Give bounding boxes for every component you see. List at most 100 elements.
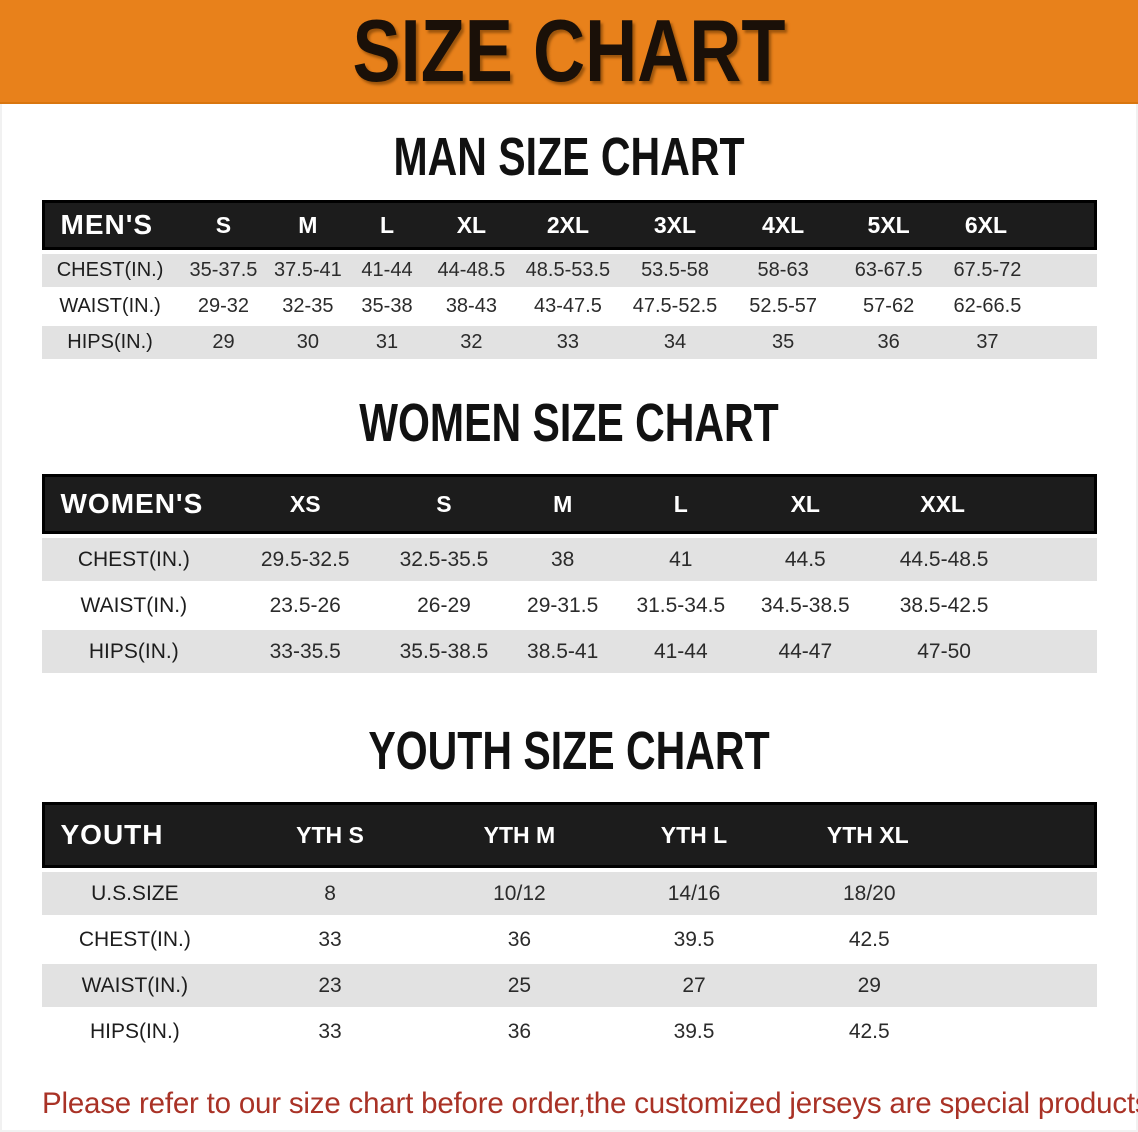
size-value: 41 [621,534,740,584]
size-column-header: 2XL [516,200,620,250]
size-table-row: HIPS(IN.) 33-35.5 35.5-38.5 38.5-41 41-44 44-… [41,630,1097,676]
size-column-header: XL [426,200,517,250]
size-value: 67.5-72 [941,250,1097,290]
size-value: 23.5-26 [226,584,385,630]
row-label: HIPS(IN.) [41,1010,229,1056]
banner-title: SIZE CHART [352,1,786,100]
size-column-header: YTH XL [781,802,1097,868]
size-value: 58-63 [730,250,836,290]
size-table-row: HIPS(IN.) 29 30 31 32 33 34 35 36 37 [41,326,1097,362]
size-value: 44.5-48.5 [870,534,1097,584]
size-value: 32-35 [268,290,348,326]
table-group-label: YOUTH [41,802,229,868]
size-value: 29-32 [178,290,269,326]
size-value: 36 [431,918,607,964]
size-value: 36 [835,326,942,362]
women-size-table: WOMEN'S XS S M L XL XXL CHEST(IN.) 29.5-32.5 32.… [41,474,1097,676]
youth-section-heading-text: YOUTH SIZE CHART [368,721,770,781]
size-value: 57-62 [835,290,942,326]
men-size-table: MEN'S S M L XL 2XL 3XL 4XL 5XL 6XL CHEST(IN.) 35-3… [41,200,1097,362]
size-value: 31.5-34.5 [621,584,740,630]
row-label: HIPS(IN.) [41,326,179,362]
size-value: 38-43 [426,290,517,326]
size-column-header: 4XL [730,200,836,250]
size-value: 37 [941,326,1097,362]
size-value: 31 [347,326,427,362]
size-column-header: 3XL [619,200,731,250]
size-value: 33 [228,918,432,964]
banner: SIZE CHART [0,0,1138,104]
row-label: CHEST(IN.) [41,250,179,290]
size-table-row: CHEST(IN.) 35-37.5 37.5-41 41-44 44-48.5 48.5… [41,250,1097,290]
size-value: 29 [178,326,269,362]
size-value: 18/20 [781,868,1097,918]
size-value: 44.5 [739,534,871,584]
men-section-heading: MAN SIZE CHART [0,130,1138,184]
size-value: 63-67.5 [835,250,942,290]
size-value: 34.5-38.5 [739,584,871,630]
size-value: 8 [228,868,432,918]
size-value: 47.5-52.5 [619,290,731,326]
size-value: 47-50 [870,630,1097,676]
footer-note-line2: we don't accept cancel, change, teturn o… [42,1126,1138,1132]
row-label: WAIST(IN.) [41,584,227,630]
size-table-row: CHEST(IN.) 29.5-32.5 32.5-35.5 38 41 44.5 44.5… [41,534,1097,584]
footer-note: Please refer to our size chart before or… [42,1082,1138,1132]
size-value: 26-29 [384,584,504,630]
size-value: 29.5-32.5 [226,534,385,584]
size-value: 53.5-58 [619,250,731,290]
size-value: 33 [228,1010,432,1056]
size-value: 41-44 [347,250,427,290]
youth-section-heading: YOUTH SIZE CHART [0,724,1138,778]
size-value: 36 [431,1010,607,1056]
men-table-header-row: MEN'S S M L XL 2XL 3XL 4XL 5XL 6XL [41,200,1097,250]
size-column-header: XS [226,474,385,534]
size-value: 35.5-38.5 [384,630,504,676]
row-label: CHEST(IN.) [41,534,227,584]
size-column-header: M [503,474,622,534]
size-value: 14/16 [606,868,782,918]
size-value: 35-38 [347,290,427,326]
size-value: 38.5-41 [503,630,622,676]
men-section-heading-text: MAN SIZE CHART [393,127,745,187]
size-value: 27 [606,964,782,1010]
size-value: 38 [503,534,622,584]
youth-size-table: YOUTH YTH S YTH M YTH L YTH XL U.S.SIZE 8 10/1… [41,802,1097,1056]
size-value: 44-48.5 [426,250,517,290]
size-value: 33 [516,326,620,362]
women-section-heading: WOMEN SIZE CHART [0,396,1138,450]
size-value: 33-35.5 [226,630,385,676]
size-value: 42.5 [781,918,1097,964]
size-column-header: M [268,200,348,250]
size-value: 44-47 [739,630,871,676]
size-value: 10/12 [431,868,607,918]
size-value: 29 [781,964,1097,1010]
footer-note-line1: Please refer to our size chart before or… [42,1087,1138,1120]
size-value: 37.5-41 [268,250,348,290]
size-value: 62-66.5 [941,290,1097,326]
table-group-label: WOMEN'S [41,474,227,534]
row-label: HIPS(IN.) [41,630,227,676]
size-column-header: L [347,200,427,250]
size-value: 38.5-42.5 [870,584,1097,630]
size-value: 52.5-57 [730,290,836,326]
row-label: WAIST(IN.) [41,290,179,326]
size-table-row: U.S.SIZE 8 10/12 14/16 18/20 [41,868,1097,918]
size-column-header: YTH M [431,802,607,868]
size-value: 39.5 [606,918,782,964]
size-value: 41-44 [621,630,740,676]
size-value: 35 [730,326,836,362]
size-table-row: HIPS(IN.) 33 36 39.5 42.5 [41,1010,1097,1056]
table-group-label: MEN'S [41,200,179,250]
size-column-header: YTH L [606,802,782,868]
size-value: 48.5-53.5 [516,250,620,290]
size-value: 30 [268,326,348,362]
women-section-heading-text: WOMEN SIZE CHART [359,393,779,453]
size-value: 42.5 [781,1010,1097,1056]
youth-table-header-row: YOUTH YTH S YTH M YTH L YTH XL [41,802,1097,868]
size-value: 43-47.5 [516,290,620,326]
size-table-row: WAIST(IN.) 23.5-26 26-29 29-31.5 31.5-34.5 34… [41,584,1097,630]
size-value: 25 [431,964,607,1010]
size-column-header: S [178,200,269,250]
